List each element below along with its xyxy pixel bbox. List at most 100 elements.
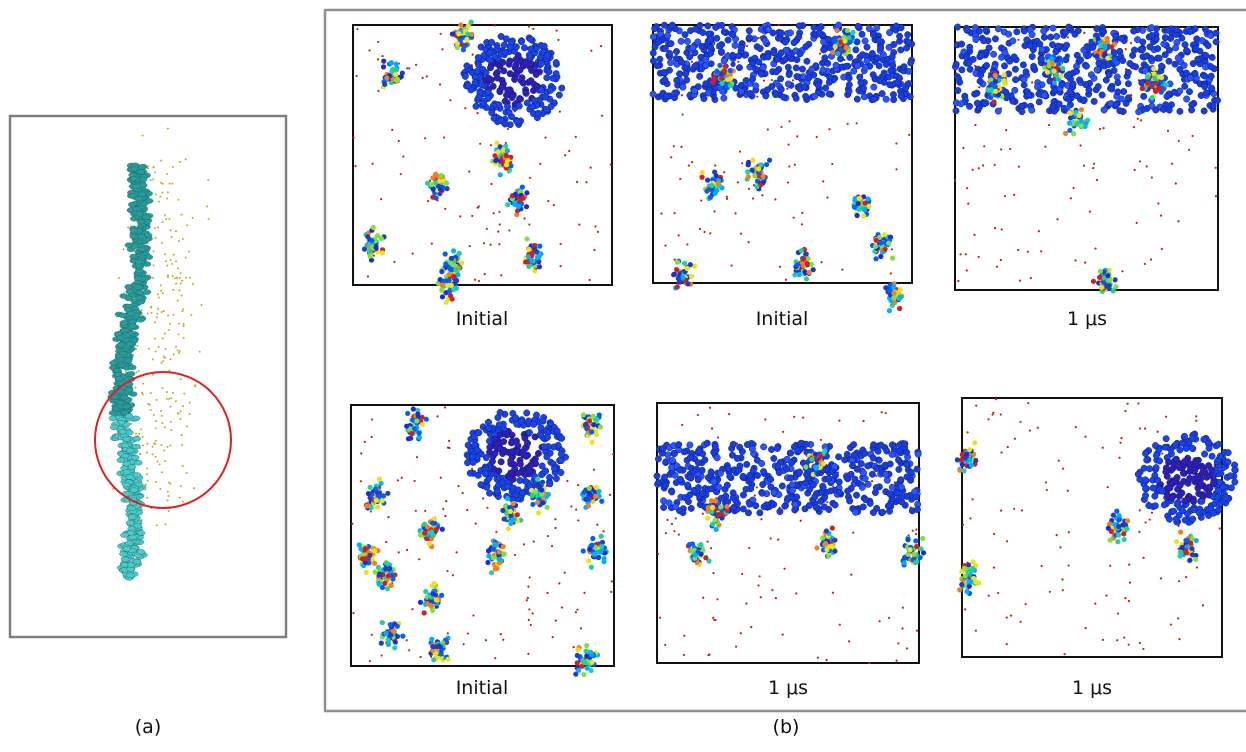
polymer-bead — [672, 272, 677, 277]
atom — [150, 179, 152, 181]
lipid — [889, 54, 895, 60]
lipid — [559, 85, 565, 91]
ion — [1125, 48, 1127, 50]
figure: (a) InitialInitial1 μsInitial1 μs1 μs (b… — [0, 0, 1246, 752]
atom — [186, 425, 188, 427]
polymer-bead — [809, 262, 814, 267]
lipid — [502, 49, 508, 55]
lipid — [499, 84, 505, 90]
atom — [178, 412, 180, 414]
ion — [839, 624, 841, 626]
lipid — [1203, 90, 1209, 96]
lipid — [535, 110, 541, 116]
atom — [182, 405, 184, 407]
polymer-bead — [750, 168, 755, 173]
polymer-bead — [545, 505, 550, 510]
lipid — [538, 425, 544, 431]
ion — [493, 212, 495, 214]
lipid — [777, 76, 783, 82]
ion — [353, 136, 355, 138]
ion — [499, 223, 501, 225]
lipid — [853, 47, 859, 53]
lipid — [1066, 72, 1072, 78]
ion — [1134, 169, 1136, 171]
lipid — [680, 84, 686, 90]
polymer-bead — [438, 173, 443, 178]
lipid — [510, 93, 516, 99]
ion — [427, 200, 429, 202]
lipid — [1139, 46, 1145, 52]
atom — [125, 387, 133, 392]
ion — [577, 484, 579, 486]
lipid — [1053, 33, 1059, 39]
polymer-bead — [986, 88, 991, 93]
ion — [847, 123, 849, 125]
polymer-bead — [801, 256, 806, 261]
ion — [611, 580, 613, 582]
polymer-bead — [675, 260, 680, 265]
polymer-bead — [587, 486, 592, 491]
polymer-bead — [385, 637, 390, 642]
atom — [154, 237, 156, 239]
atom — [126, 474, 134, 479]
polymer-bead — [1151, 66, 1156, 71]
lipid — [1063, 42, 1069, 48]
ion — [1018, 165, 1020, 167]
ion — [782, 431, 784, 433]
polymer-bead — [373, 486, 378, 491]
ion — [735, 646, 737, 648]
lipid — [881, 70, 887, 76]
polymer-bead — [873, 244, 878, 249]
atom — [162, 221, 164, 223]
ion — [560, 265, 562, 267]
atom — [162, 183, 164, 185]
polymer-bead — [520, 184, 525, 189]
lipid — [554, 428, 560, 434]
lipid — [1187, 28, 1193, 34]
ion — [678, 533, 680, 535]
ion — [713, 210, 715, 212]
ion — [760, 596, 762, 598]
ion — [871, 480, 873, 482]
lipid — [1040, 28, 1046, 34]
snapshot-caption: Initial — [456, 677, 509, 699]
atom — [189, 413, 191, 415]
ion — [828, 128, 830, 130]
ion — [474, 279, 476, 281]
polymer-bead — [392, 621, 397, 626]
lipid — [650, 34, 656, 40]
ion — [1191, 135, 1193, 137]
lipid — [746, 27, 752, 33]
polymer-bead — [367, 253, 372, 258]
polymer-bead — [599, 544, 604, 549]
lipid — [531, 460, 537, 466]
atom — [161, 242, 163, 244]
polymer-bead — [1098, 43, 1103, 48]
ion — [748, 188, 750, 190]
lipid — [1202, 26, 1208, 32]
atom — [146, 473, 148, 475]
ion — [657, 553, 659, 555]
ion — [796, 135, 798, 137]
atom — [157, 293, 159, 295]
atom — [136, 211, 144, 216]
lipid — [802, 93, 808, 99]
polymer-bead — [383, 566, 388, 571]
polymer-bead — [430, 195, 435, 200]
polymer-bead — [524, 190, 529, 195]
ion — [691, 161, 693, 163]
atom — [154, 171, 156, 173]
ion — [826, 501, 828, 503]
ion — [699, 228, 701, 230]
ion — [771, 589, 773, 591]
polymer-bead — [454, 278, 459, 283]
lipid — [518, 38, 524, 44]
ion — [678, 234, 680, 236]
lipid — [1134, 36, 1140, 42]
ion — [610, 163, 612, 165]
atom — [143, 290, 151, 295]
atom — [159, 196, 161, 198]
polymer-bead — [495, 149, 500, 154]
lipid — [803, 43, 809, 49]
ion — [723, 171, 725, 173]
